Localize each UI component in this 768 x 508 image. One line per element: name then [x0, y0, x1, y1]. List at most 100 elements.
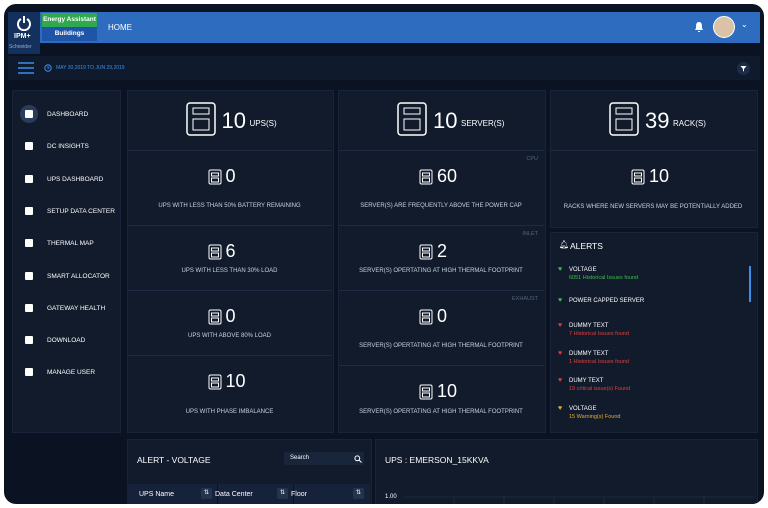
alert-detail[interactable]: 6051 Historical Issues found	[569, 275, 639, 281]
metric-value: 0	[437, 306, 448, 326]
clock-icon	[44, 64, 52, 72]
alerts-card	[550, 232, 758, 433]
alert-detail[interactable]: 15 Warning(s) Found	[569, 414, 621, 420]
menu-item[interactable]: SMART ALLOCATOR	[47, 272, 110, 280]
bell-icon[interactable]	[694, 21, 704, 33]
avatar[interactable]	[713, 16, 735, 38]
menu-item[interactable]: GATEWAY HEALTH	[47, 304, 106, 312]
menu-icon[interactable]	[20, 170, 38, 188]
logo: IPM+ Schneider	[8, 12, 40, 54]
row-divider	[338, 290, 544, 291]
row-divider	[127, 150, 332, 151]
avatar-caret[interactable]: ⌄	[741, 20, 748, 29]
column-header[interactable]: Data Center	[215, 491, 253, 498]
menu-item[interactable]: MANAGE USER	[47, 369, 96, 377]
scrollbar[interactable]	[749, 266, 751, 302]
metric-label: UPS WITH ABOVE 80% LOAD	[187, 333, 272, 339]
metric-label: UPS WITH LESS THAN 50% BATTERY REMAINING	[158, 203, 301, 209]
metric-icon	[419, 384, 433, 405]
alert-name[interactable]: VOLTAGE	[569, 406, 597, 412]
menu-item[interactable]: DC INSIGHTS	[47, 143, 89, 151]
menu-icon[interactable]	[20, 234, 38, 252]
card-label: SERVER(S)	[461, 119, 505, 128]
metric-label: UPS WITH LESS THAN 30% LOAD	[181, 268, 278, 274]
metric-value: 10	[649, 166, 670, 186]
row-divider	[127, 290, 332, 291]
metric-icon	[208, 374, 222, 395]
metric-tag: EXHAUST	[512, 296, 538, 302]
metric-label: SERVER(S) OPERTATING AT HIGH THERMAL FOO…	[359, 268, 523, 274]
alert-heart: ♥	[558, 322, 563, 329]
table-header	[127, 484, 370, 504]
row-divider	[550, 150, 756, 151]
menu-item[interactable]: DOWNLOAD	[47, 337, 86, 345]
card-count: 39	[645, 108, 670, 133]
search-box[interactable]: Search	[284, 452, 364, 465]
buildings-button[interactable]: Buildings	[42, 27, 97, 41]
menu-icon[interactable]	[20, 202, 38, 220]
chart-grid	[404, 496, 754, 504]
search-icon	[354, 455, 362, 463]
sort-button[interactable]: ⇅	[201, 488, 212, 499]
menu-icon[interactable]	[20, 331, 38, 349]
alert-heart: ♥	[558, 405, 563, 412]
column-divider	[217, 484, 218, 504]
metric-icon	[419, 244, 433, 265]
sort-button[interactable]: ⇅	[353, 488, 364, 499]
card-count: 10	[221, 108, 246, 133]
metric-value: 0	[225, 306, 236, 326]
card-label: UPS(S)	[249, 119, 277, 128]
menu-item[interactable]: THERMAL MAP	[47, 240, 94, 248]
date-range[interactable]: MAY 30,2019 TO JUN 29,2019	[56, 65, 125, 71]
ups-chart-panel	[375, 439, 758, 504]
alert-detail[interactable]: 1 Historical Issues found	[569, 359, 629, 365]
metric-label: SERVER(S) ARE FREQUENTLY ABOVE THE POWER…	[360, 203, 522, 209]
menu-item[interactable]: SETUP DATA CENTER	[47, 207, 115, 215]
menu-icon[interactable]	[20, 137, 38, 155]
column-header[interactable]: Floor	[291, 491, 307, 498]
alert-name[interactable]: POWER CAPPED SERVER	[569, 298, 645, 304]
metric-value: 10	[225, 371, 246, 391]
column-header[interactable]: UPS Name	[139, 491, 175, 498]
toolbar	[8, 56, 760, 80]
card-label: RACK(S)	[673, 119, 706, 128]
racks-card	[550, 90, 758, 228]
metric-value: 60	[437, 166, 458, 186]
ups-card	[127, 90, 334, 433]
y-axis-label: 1.00	[385, 494, 397, 500]
sort-button[interactable]: ⇅	[277, 488, 288, 499]
menu-icon[interactable]	[20, 299, 38, 317]
alert-detail[interactable]: 19 critical issue(s) Found	[569, 386, 631, 392]
alert-name[interactable]: DUMMY TEXT	[569, 351, 609, 357]
menu-icon[interactable]	[18, 62, 34, 74]
filter-button[interactable]	[737, 62, 750, 75]
alert-heart: ♥	[558, 297, 563, 304]
metric-icon	[208, 309, 222, 330]
menu-item[interactable]: DASHBOARD	[47, 111, 89, 118]
metric-value: 0	[225, 166, 236, 186]
alert-heart: ♥	[558, 266, 563, 273]
energy-assistant-button[interactable]: Energy Assistant	[42, 13, 97, 27]
menu-icon[interactable]	[20, 105, 38, 123]
ups-chart-title: UPS : EMERSON_15KKVA	[385, 455, 489, 465]
menu-icon[interactable]	[20, 267, 38, 285]
alert-name[interactable]: VOLTAGE	[569, 267, 597, 273]
alert-table-title: ALERT - VOLTAGE	[137, 455, 211, 465]
menu-icon[interactable]	[20, 363, 38, 381]
metric-label: RACKS WHERE NEW SERVERS MAY BE POTENTIAL…	[563, 204, 743, 210]
alert-name[interactable]: DUMY TEXT	[569, 378, 604, 384]
card-icon	[185, 102, 216, 141]
alert-heart: ♥	[558, 350, 563, 357]
alerts-bell: 🔔︎	[559, 240, 570, 249]
alert-name[interactable]: DUMMY TEXT	[569, 323, 609, 329]
card-icon	[397, 102, 427, 141]
metric-icon	[419, 169, 433, 190]
logo-text: IPM+	[14, 33, 31, 40]
alert-heart: ♥	[558, 377, 563, 384]
metric-label: UPS WITH PHASE IMBALANCE	[185, 409, 274, 415]
row-divider	[127, 355, 332, 356]
menu-item[interactable]: UPS DASHBOARD	[47, 175, 104, 183]
alert-detail[interactable]: 7 Historical Issues found	[569, 331, 629, 337]
search-placeholder: Search	[290, 455, 310, 461]
column-divider	[293, 484, 294, 504]
